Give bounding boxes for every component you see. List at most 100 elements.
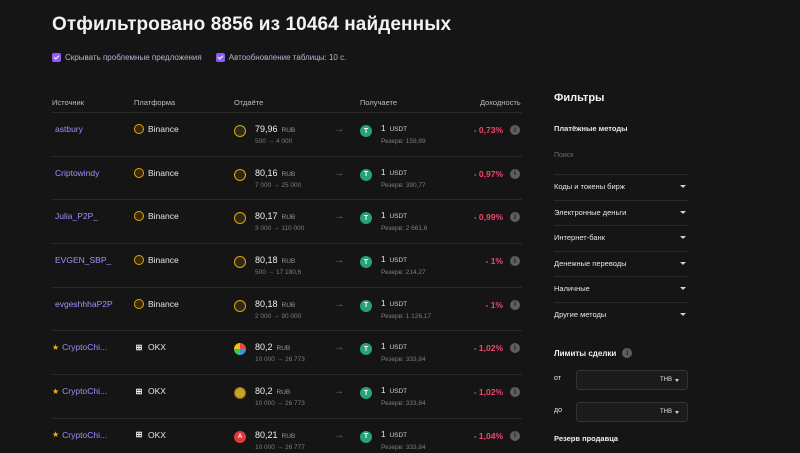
filters-title: Фильтры <box>554 92 605 104</box>
usdt-icon: T <box>360 125 372 137</box>
give-amount: 80,2 RUB <box>255 342 291 353</box>
info-icon[interactable]: i <box>510 343 520 354</box>
platform-name: Binance <box>148 211 179 222</box>
payment-search-input[interactable]: Поиск <box>554 152 574 159</box>
source-link[interactable]: CryptoChi... <box>62 386 108 397</box>
info-icon[interactable]: i <box>510 212 520 223</box>
yield-value: - 1% <box>485 299 503 310</box>
give-amount: 79,96 RUB <box>255 124 296 134</box>
table-row[interactable]: astbury Binance 79,96 RUB 500 → 4 000 → T… <box>52 112 522 156</box>
filter-group[interactable]: Интернет-банк <box>554 225 688 249</box>
filter-group[interactable]: Другие методы <box>554 301 688 326</box>
table-row[interactable]: ★ CryptoChi... ⊞ OKX 80,2 RUB 10 000 → 26… <box>52 374 522 418</box>
table-row[interactable]: EVGEN_SBP_ Binance 80,18 RUB 500 → 17 180… <box>52 243 522 287</box>
receive-currency: USDT <box>389 300 408 308</box>
reserve-value: Резерв: 214,27 <box>381 269 426 277</box>
offers-table: astbury Binance 79,96 RUB 500 → 4 000 → T… <box>52 112 522 453</box>
table-row[interactable]: ★ CryptoChi... ⊞ OKX A 80,21 RUB 10 000 →… <box>52 417 522 453</box>
info-icon[interactable]: i <box>622 348 633 358</box>
give-currency: RUB <box>276 345 291 353</box>
filter-group[interactable]: Электронные деньги <box>554 199 688 224</box>
bnb-icon <box>234 256 246 269</box>
filter-group[interactable]: Коды и токены бирж <box>554 174 688 198</box>
platform-name: Binance <box>148 298 179 309</box>
source-cell[interactable]: ★ CryptoChi... <box>52 386 107 396</box>
table-row[interactable]: Julia_P2P_ Binance 80,17 RUB 3 000 → 110 … <box>52 199 522 243</box>
filter-group-label: Наличные <box>554 284 590 293</box>
give-currency: RUB <box>281 432 296 440</box>
table-row[interactable]: Criptowindy Binance 80,16 RUB 7 000 → 25 … <box>52 155 522 200</box>
yield-value: - 0,73% <box>473 125 503 135</box>
autorefresh-checkbox[interactable]: Автообновление таблицы: 10 с. <box>215 53 347 62</box>
receive-amount: 1 USDT <box>381 298 408 308</box>
source-cell[interactable]: ★ CryptoChi... <box>52 430 107 440</box>
give-amount: 80,16 RUB <box>255 167 296 178</box>
filter-group[interactable]: Денежные переводы <box>554 250 688 275</box>
platform-cell: Binance <box>134 124 179 134</box>
col-platform[interactable]: Платформа <box>134 98 176 107</box>
col-give[interactable]: Отдаёте <box>234 98 264 107</box>
source-link[interactable]: CryptoChi... <box>62 342 108 353</box>
filter-group[interactable]: Наличные <box>554 276 688 300</box>
source-cell[interactable]: astbury <box>52 124 83 134</box>
table-row[interactable]: ★ CryptoChi... ⊞ OKX 80,2 RUB 10 000 → 26… <box>52 330 522 374</box>
receive-currency: USDT <box>389 388 408 396</box>
source-link[interactable]: EVGEN_SBP_ <box>55 255 112 266</box>
platform-cell: Binance <box>134 298 179 309</box>
hide-problematic-checkbox[interactable]: Скрывать проблемные предложения <box>52 53 202 62</box>
table-row[interactable]: evgeshhhaP2P Binance 80,18 RUB 2 000 → 90… <box>52 286 522 331</box>
yield-value: - 1,02% <box>473 387 503 398</box>
currency-select[interactable]: THB <box>660 409 679 415</box>
usdt-icon: T <box>360 343 372 356</box>
arrow-right-icon: → <box>334 211 344 223</box>
source-cell[interactable]: evgeshhhaP2P <box>52 299 113 309</box>
info-icon[interactable]: i <box>510 125 520 135</box>
source-cell[interactable]: ★ CryptoChi... <box>52 342 107 352</box>
give-range: 7 000 → 25 000 <box>255 181 302 189</box>
checkbox-checked-icon[interactable] <box>215 53 225 62</box>
reserve-value: Резерв: 333,84 <box>381 400 426 408</box>
arrow-right-icon: → <box>334 255 344 267</box>
source-cell[interactable]: Criptowindy <box>52 168 99 178</box>
source-link[interactable]: Julia_P2P_ <box>55 211 99 222</box>
reserve-value: Резерв: 159,89 <box>381 138 426 145</box>
info-icon[interactable]: i <box>510 387 520 398</box>
info-icon[interactable]: i <box>510 168 520 179</box>
source-cell[interactable]: EVGEN_SBP_ <box>52 255 111 265</box>
limit-to-input[interactable]: THB <box>576 402 688 422</box>
receive-currency: USDT <box>389 431 408 439</box>
chevron-down-icon <box>680 287 686 290</box>
limit-from-input[interactable]: THB <box>576 370 688 390</box>
arrow-right-icon: → <box>334 124 344 135</box>
col-source[interactable]: Источник <box>52 98 85 107</box>
source-link[interactable]: CryptoChi... <box>62 429 108 440</box>
star-icon: ★ <box>52 342 60 352</box>
info-icon[interactable]: i <box>510 430 520 441</box>
currency-value: THB <box>660 409 672 415</box>
source-cell[interactable]: Julia_P2P_ <box>52 211 98 221</box>
platform-cell: ⊞ OKX <box>134 430 166 440</box>
info-icon[interactable]: i <box>510 256 520 267</box>
platform-name: OKX <box>148 386 166 397</box>
source-link[interactable]: Criptowindy <box>55 167 100 178</box>
currency-select[interactable]: THB <box>660 377 679 383</box>
receive-amount: 1 USDT <box>381 211 408 221</box>
arrow-right-icon: → <box>334 342 344 354</box>
col-receive[interactable]: Получаете <box>360 98 398 107</box>
source-link[interactable]: evgeshhhaP2P <box>55 298 113 309</box>
arrow-right-icon: → <box>334 429 344 441</box>
limit-from-row: от THB <box>554 370 688 390</box>
filter-group-label: Электронные деньги <box>554 207 627 217</box>
checkbox-checked-icon[interactable] <box>52 53 61 62</box>
give-range: 10 000 → 26 777 <box>255 443 305 451</box>
receive-currency: USDT <box>389 169 408 177</box>
source-link[interactable]: astbury <box>55 124 83 134</box>
autorefresh-label: Автообновление таблицы: 10 с. <box>228 53 347 62</box>
reserve-value: Резерв: 390,77 <box>381 181 426 189</box>
usdt-icon: T <box>360 430 372 443</box>
col-yield[interactable]: Доходность <box>480 98 521 107</box>
chevron-down-icon <box>675 378 679 382</box>
bnb-icon <box>234 212 246 225</box>
reserve-value: Резерв: 333,84 <box>381 356 426 364</box>
info-icon[interactable]: i <box>510 299 520 310</box>
